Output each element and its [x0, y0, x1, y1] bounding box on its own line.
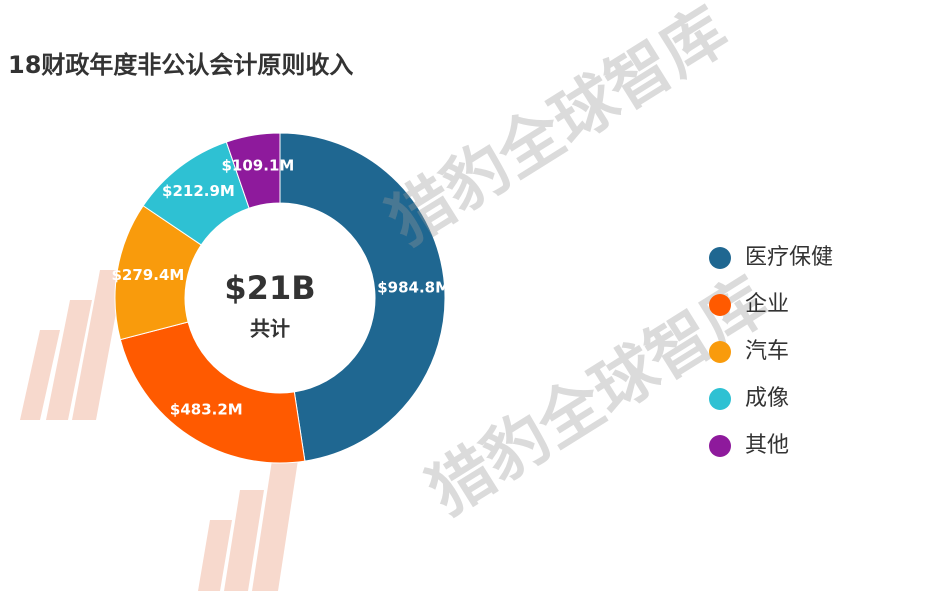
value-label: $984.8M: [377, 278, 450, 296]
center-sublabel: 共计: [250, 317, 290, 341]
center-label: $21B: [224, 269, 315, 307]
legend-marker: [709, 294, 731, 316]
legend-label: 汽车: [745, 339, 789, 364]
watermark: 猎豹全球智库: [376, 0, 741, 260]
value-label: $109.1M: [222, 156, 295, 174]
value-label: $483.2M: [170, 400, 243, 418]
legend-marker: [709, 388, 731, 410]
chart-title: 18财政年度非公认会计原则收入: [8, 51, 353, 79]
legend-label: 其他: [745, 433, 789, 458]
legend-label: 成像: [745, 386, 789, 411]
donut-slice: [225, 132, 281, 209]
legend-marker: [709, 341, 731, 363]
legend-marker: [709, 435, 731, 457]
donut-slice: [119, 321, 306, 464]
plot: $984.8M $483.2M $279.4M $212.9M $109.1M: [112, 132, 450, 464]
value-label: $212.9M: [162, 182, 235, 200]
legend-label: 医疗保健: [745, 245, 833, 270]
legend-label: 企业: [745, 292, 789, 317]
donut-slice: [279, 132, 446, 462]
value-label: $279.4M: [112, 266, 185, 284]
legend-marker: [709, 247, 731, 269]
watermark-stripes: [20, 270, 298, 591]
